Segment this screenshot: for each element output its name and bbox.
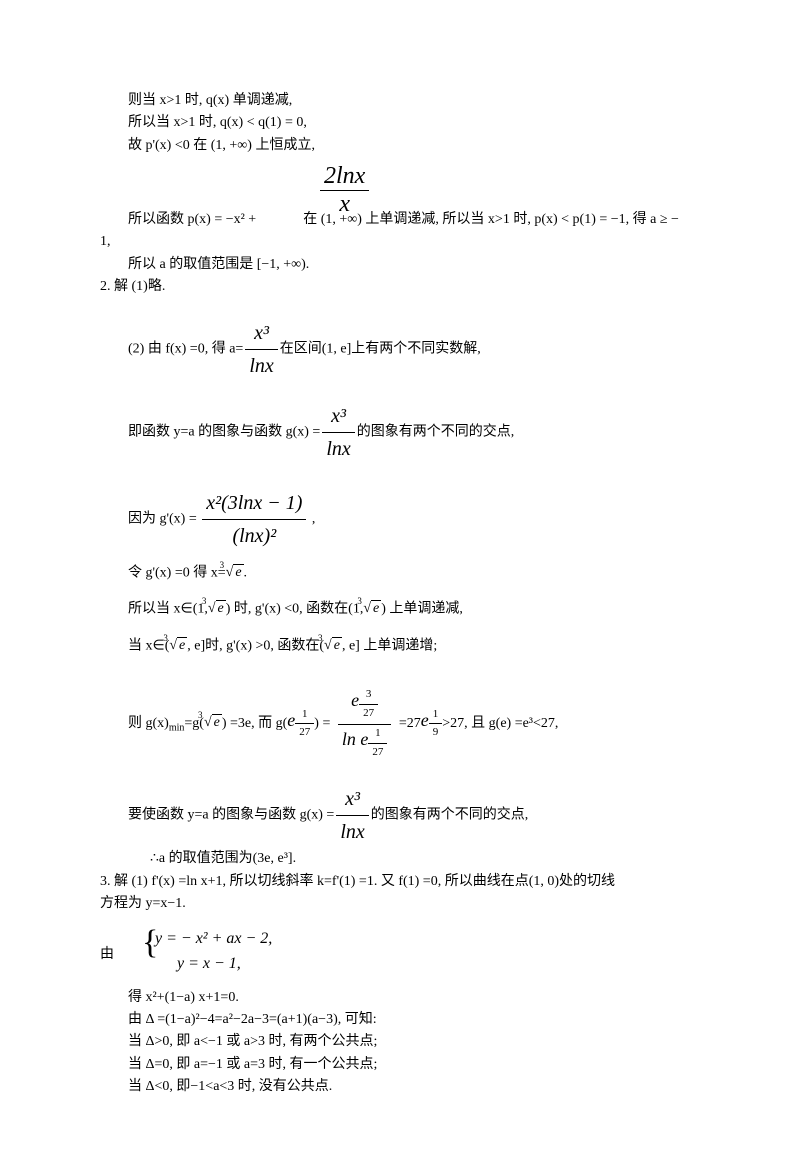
text-line: 要使函数 y=a 的图象与函数 g(x) = x³ lnx 的图象有两个不同的交…: [100, 783, 730, 848]
cube-root-e: 3√e: [169, 635, 187, 657]
text-line: 由 Δ =(1−a)²−4=a²−2a−3=(a+1)(a−3), 可知:: [100, 1009, 730, 1031]
text-line: 故 p'(x) <0 在 (1, +∞) 上恒成立,: [100, 135, 730, 157]
formula-x3-lnx: x³ lnx: [245, 317, 277, 382]
text-line: 当 Δ<0, 即−1<a<3 时, 没有公共点.: [100, 1076, 730, 1098]
case-line: y = x − 1,: [155, 951, 730, 977]
text-line: (2) 由 f(x) =0, 得 a= x³ lnx 在区间(1, e]上有两个…: [100, 317, 730, 382]
text-line: 所以 a 的取值范围是 [−1, +∞).: [100, 254, 730, 276]
text-line: 所以当 x>1 时, q(x) < q(1) = 0,: [100, 112, 730, 134]
text-line: 令 g'(x) =0 得 x=3√e.: [100, 562, 730, 585]
equation-system: 由 { y = − x² + ax − 2, y = x − 1,: [100, 926, 730, 977]
left-brace-icon: {: [142, 926, 158, 960]
e-to-1-9: e19: [421, 706, 443, 742]
cube-root-e: 3√e: [208, 598, 226, 620]
text-line: 1,: [100, 231, 730, 253]
document-page: 则当 x>1 时, q(x) 单调递减, 所以当 x>1 时, q(x) < q…: [0, 0, 800, 1159]
problem-3-heading: 3. 解 (1) f'(x) =ln x+1, 所以切线斜率 k=f'(1) =…: [100, 871, 730, 893]
text-line: 方程为 y=x−1.: [100, 893, 730, 915]
big-frac-e327: e327 ln e127: [338, 686, 392, 761]
cube-root-e: 3√e: [324, 635, 342, 657]
formula-x3-lnx-2: x³ lnx: [322, 400, 354, 465]
text-line: 所以函数 p(x) = −x² + 在 (1, +∞) 上单调递减, 所以当 x…: [100, 209, 730, 231]
cube-root-e: 3√e: [204, 712, 222, 734]
case-line: y = − x² + ax − 2,: [155, 926, 730, 952]
text-line: ∴a 的取值范围为(3e, e³].: [100, 848, 730, 870]
text-line: 则 g(x)min=g(3√e) =3e, 而 g(e127) = e327 l…: [100, 686, 730, 761]
cube-root-e: 3√e: [226, 562, 244, 584]
text-line: 则当 x>1 时, q(x) 单调递减,: [100, 90, 730, 112]
text-line: 当 Δ=0, 即 a=−1 或 a=3 时, 有一个公共点;: [100, 1054, 730, 1076]
text-line: 所以当 x∈(1,3√e) 时, g'(x) <0, 函数在(1,3√e) 上单…: [100, 598, 730, 621]
text-line: 即函数 y=a 的图象与函数 g(x) = x³ lnx 的图象有两个不同的交点…: [100, 400, 730, 465]
problem-2-heading: 2. 解 (1)略.: [100, 276, 730, 298]
formula-gprime: x²(3lnx − 1) (lnx)²: [202, 487, 306, 552]
text-line: 当 Δ>0, 即 a<−1 或 a>3 时, 有两个公共点;: [100, 1031, 730, 1053]
e-to-1-27: e127: [287, 706, 314, 742]
formula-x3-lnx-3: x³ lnx: [336, 783, 368, 848]
text-line: 当 x∈(3√e, e]时, g'(x) >0, 函数在(3√e, e] 上单调…: [100, 635, 730, 658]
text-line: 因为 g'(x) = x²(3lnx − 1) (lnx)² ,: [100, 487, 730, 552]
text-line: 得 x²+(1−a) x+1=0.: [100, 987, 730, 1009]
cube-root-e: 3√e: [363, 598, 381, 620]
